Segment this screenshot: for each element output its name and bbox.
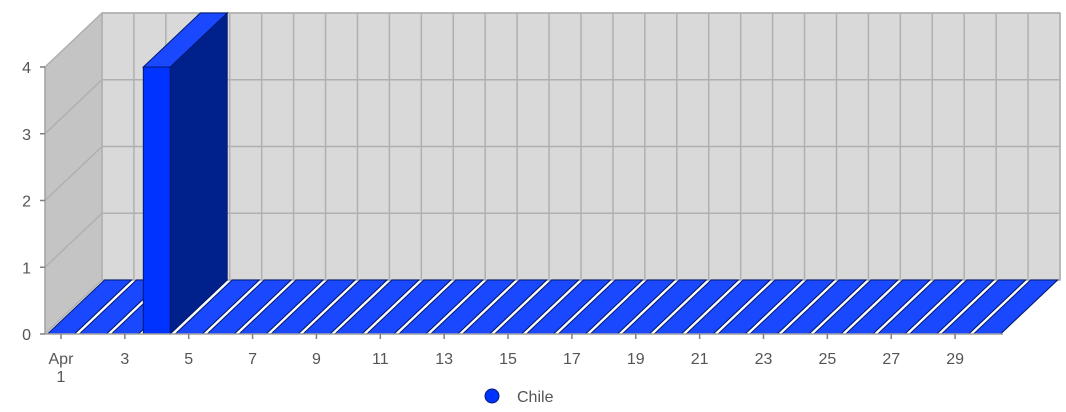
gridline-side [44, 79, 103, 135]
x-tick-label: 21 [691, 351, 709, 368]
y-tick-label: 3 [22, 127, 31, 144]
x-tick-label: 19 [627, 351, 645, 368]
x-tick-label: Apr [49, 351, 75, 368]
y-tick-label: 0 [22, 327, 31, 344]
x-tick-sublabel: 1 [57, 369, 66, 386]
bar-top [142, 12, 229, 68]
x-tick-label: 11 [372, 351, 389, 368]
legend[interactable]: Chile [484, 388, 554, 406]
x-tick-label: 9 [312, 351, 321, 368]
legend-marker [484, 388, 500, 404]
gridline-side [44, 12, 103, 68]
x-tick-label: 15 [499, 351, 517, 368]
gridline-side [44, 145, 103, 202]
y-tick-label: 4 [22, 60, 31, 77]
x-tick-label: 13 [435, 351, 453, 368]
y-axis: 0 1 2 3 4 [22, 60, 46, 344]
x-tick-label: 7 [248, 351, 257, 368]
bar [142, 11, 229, 336]
x-tick-label: 3 [120, 351, 129, 368]
bar-side [169, 11, 228, 336]
x-tick-label: 27 [882, 351, 900, 368]
x-tick-label: 25 [818, 351, 836, 368]
x-tick-label: 17 [563, 351, 581, 368]
chart-grid [44, 12, 1061, 335]
gridline-side [44, 279, 103, 335]
gridline-side [44, 212, 103, 268]
x-tick-label: 29 [946, 351, 964, 368]
bar-front [142, 66, 171, 335]
x-tick-label: 23 [755, 351, 773, 368]
y-tick-label: 2 [22, 194, 31, 211]
y-tick-label: 1 [22, 260, 31, 277]
legend-label: Chile [517, 389, 554, 406]
x-tick-label: 5 [184, 351, 193, 368]
